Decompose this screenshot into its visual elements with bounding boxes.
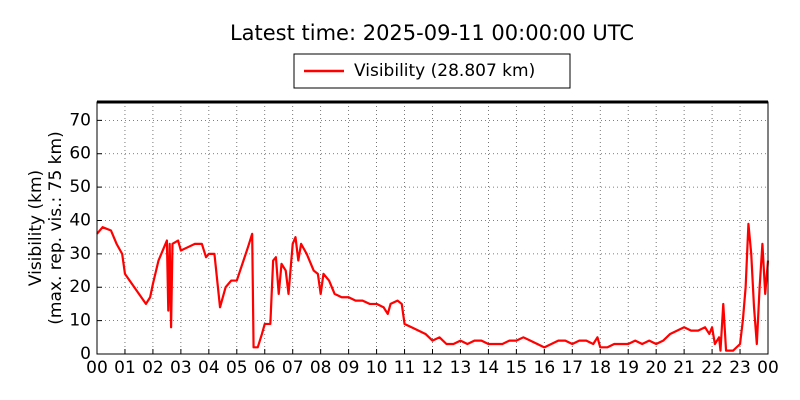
plot-frame — [96, 101, 769, 355]
y-tick-label: 60 — [69, 144, 91, 164]
y-tick-label: 30 — [69, 244, 91, 264]
x-tick-label: 00 — [757, 358, 779, 378]
x-tick-label: 11 — [394, 358, 416, 378]
x-tick-label: 19 — [617, 358, 639, 378]
x-tick-label: 00 — [86, 358, 108, 378]
x-tick-label: 04 — [198, 358, 220, 378]
y-tick-label: 0 — [80, 344, 91, 364]
x-tick-label: 02 — [142, 358, 164, 378]
x-tick-label: 07 — [282, 358, 304, 378]
x-tick-label: 01 — [114, 358, 136, 378]
x-tick-label: 14 — [478, 358, 500, 378]
y-tick-label: 40 — [69, 210, 91, 230]
x-tick-label: 03 — [170, 358, 192, 378]
legend-label: Visibility (28.807 km) — [354, 61, 535, 81]
x-tick-label: 20 — [645, 358, 667, 378]
y-tick-label: 50 — [69, 177, 91, 197]
x-tick-label: 05 — [226, 358, 248, 378]
y-tick-label: 70 — [69, 110, 91, 130]
y-tick-label: 20 — [69, 277, 91, 297]
x-tick-label: 10 — [366, 358, 388, 378]
chart-title: Latest time: 2025-09-11 00:00:00 UTC — [230, 21, 634, 45]
x-tick-label: 21 — [673, 358, 695, 378]
x-tick-label: 12 — [422, 358, 444, 378]
data-line — [96, 222, 770, 352]
legend-box — [293, 53, 571, 89]
y-axis-label: Visibility (km) — [26, 170, 46, 286]
x-tick-label: 22 — [701, 358, 723, 378]
x-tick-label: 06 — [254, 358, 276, 378]
x-tick-label: 17 — [561, 358, 583, 378]
x-tick-label: 09 — [338, 358, 360, 378]
x-tick-label: 08 — [310, 358, 332, 378]
x-tick-label: 16 — [534, 358, 556, 378]
y-tick-label: 10 — [69, 311, 91, 331]
x-tick-label: 23 — [729, 358, 751, 378]
y-axis-label: (max. rep. vis.: 75 km) — [46, 131, 66, 324]
x-tick-label: 18 — [589, 358, 611, 378]
x-tick-label: 15 — [506, 358, 528, 378]
x-tick-label: 13 — [450, 358, 472, 378]
